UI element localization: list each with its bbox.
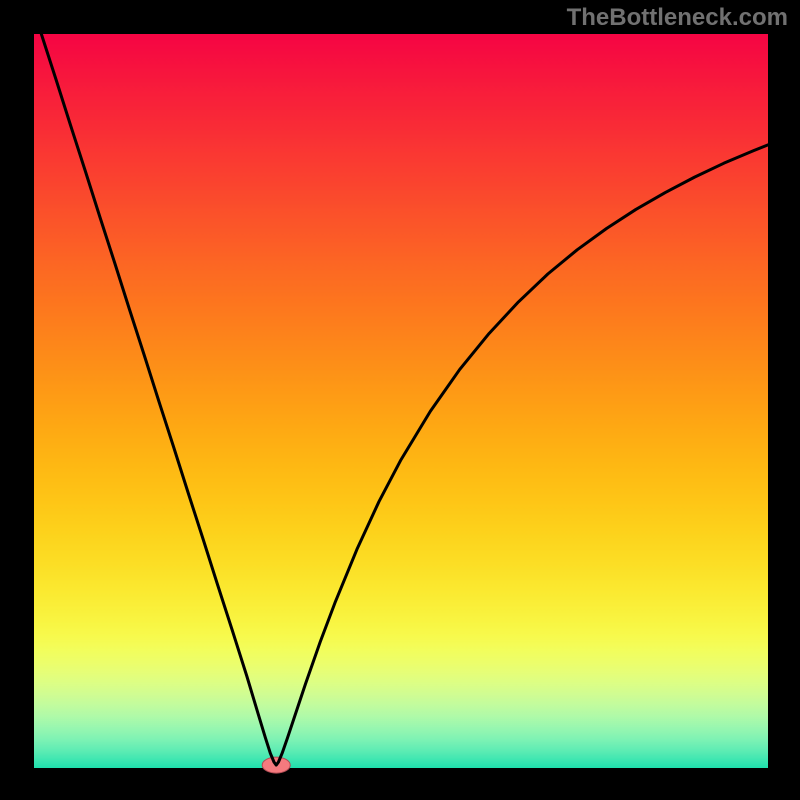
curve-layer xyxy=(34,34,768,768)
chart-container: TheBottleneck.com xyxy=(0,0,800,800)
watermark-text: TheBottleneck.com xyxy=(567,4,788,32)
bottleneck-curve xyxy=(41,34,768,765)
